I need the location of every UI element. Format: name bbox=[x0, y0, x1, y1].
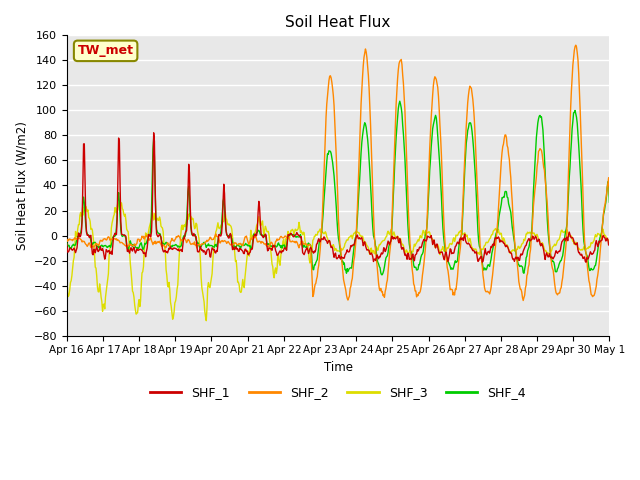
SHF_3 bbox=[63, 260, 70, 266]
SHF_3 bbox=[467, 239, 474, 244]
SHF_1 bbox=[605, 241, 613, 247]
SHF_2 bbox=[520, 298, 527, 303]
SHF_1 bbox=[65, 248, 73, 254]
SHF_1 bbox=[63, 241, 70, 247]
SHF_1 bbox=[150, 130, 157, 136]
SHF_2 bbox=[315, 263, 323, 268]
SHF_2 bbox=[572, 42, 580, 48]
SHF_4 bbox=[467, 120, 474, 126]
SHF_3 bbox=[117, 200, 125, 205]
SHF_2 bbox=[139, 234, 147, 240]
SHF_4 bbox=[315, 245, 323, 251]
SHF_4 bbox=[605, 199, 613, 205]
SHF_2 bbox=[65, 237, 73, 243]
SHF_1 bbox=[453, 241, 461, 247]
SHF_3 bbox=[65, 292, 73, 298]
Line: SHF_1: SHF_1 bbox=[67, 133, 609, 262]
SHF_2 bbox=[63, 237, 70, 242]
SHF_1 bbox=[582, 259, 590, 265]
SHF_1 bbox=[139, 248, 147, 254]
SHF_3 bbox=[140, 264, 147, 270]
SHF_2 bbox=[605, 192, 613, 198]
Title: Soil Heat Flux: Soil Heat Flux bbox=[285, 15, 391, 30]
SHF_4 bbox=[454, 258, 461, 264]
SHF_4 bbox=[294, 234, 302, 240]
Line: SHF_3: SHF_3 bbox=[67, 203, 609, 321]
SHF_4 bbox=[396, 98, 404, 104]
SHF_3 bbox=[296, 224, 303, 230]
SHF_2 bbox=[294, 243, 302, 249]
SHF_1 bbox=[316, 239, 323, 244]
SHF_4 bbox=[63, 240, 70, 246]
SHF_3 bbox=[454, 233, 461, 239]
SHF_4 bbox=[65, 242, 73, 248]
X-axis label: Time: Time bbox=[324, 361, 353, 374]
SHF_2 bbox=[452, 287, 460, 292]
SHF_4 bbox=[378, 272, 386, 277]
Y-axis label: Soil Heat Flux (W/m2): Soil Heat Flux (W/m2) bbox=[15, 121, 28, 250]
SHF_3 bbox=[202, 318, 210, 324]
SHF_4 bbox=[139, 247, 147, 252]
SHF_1 bbox=[466, 242, 474, 248]
SHF_1 bbox=[295, 232, 303, 238]
SHF_3 bbox=[316, 226, 324, 232]
Line: SHF_2: SHF_2 bbox=[67, 45, 609, 300]
Legend: SHF_1, SHF_2, SHF_3, SHF_4: SHF_1, SHF_2, SHF_3, SHF_4 bbox=[145, 382, 531, 405]
SHF_3 bbox=[605, 240, 613, 246]
Text: TW_met: TW_met bbox=[77, 44, 134, 57]
SHF_2 bbox=[465, 87, 473, 93]
Line: SHF_4: SHF_4 bbox=[67, 101, 609, 275]
